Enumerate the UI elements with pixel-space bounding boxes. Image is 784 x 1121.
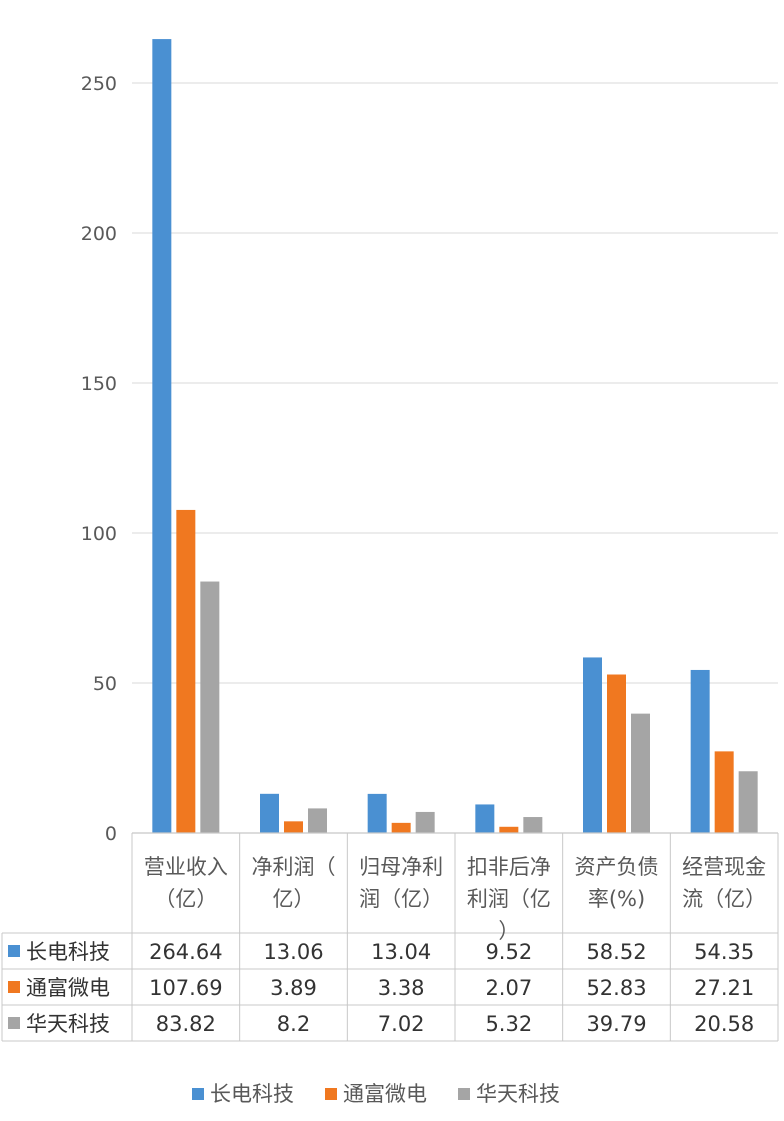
- bar: [607, 674, 626, 833]
- table-cell-value: 3.89: [270, 976, 317, 1000]
- category-label: （亿）: [154, 887, 217, 911]
- legend-swatch: [458, 1088, 470, 1100]
- bar: [523, 817, 543, 833]
- y-tick-label: 50: [93, 673, 117, 695]
- legend-label: 通富微电: [343, 1082, 427, 1106]
- table-cell-value: 9.52: [485, 940, 532, 964]
- table-cell-value: 107.69: [149, 976, 222, 1000]
- legend-label: 长电科技: [210, 1082, 294, 1106]
- bar: [738, 771, 758, 833]
- table-cell-value: 27.21: [694, 976, 754, 1000]
- table-cell-value: 13.04: [371, 940, 431, 964]
- table-cell-value: 20.58: [694, 1012, 754, 1036]
- bar: [583, 657, 602, 833]
- row-series-name: 长电科技: [26, 940, 110, 964]
- table-cell-value: 2.07: [485, 976, 532, 1000]
- bar: [260, 793, 279, 833]
- table-cell-value: 8.2: [277, 1012, 310, 1036]
- table-cell-value: 5.32: [485, 1012, 532, 1036]
- bar: [367, 793, 387, 833]
- category-label: 归母净利: [359, 855, 443, 879]
- table-cell-value: 52.83: [586, 976, 646, 1000]
- bar: [499, 826, 519, 833]
- legend-key: [8, 981, 20, 993]
- y-tick-label: 200: [81, 223, 117, 245]
- category-label: 润（亿）: [359, 887, 443, 911]
- bar: [200, 581, 220, 833]
- bar: [284, 821, 303, 833]
- legend-key: [8, 1017, 20, 1029]
- category-label: 流（亿）: [682, 887, 766, 911]
- table-cell-value: 13.06: [263, 940, 323, 964]
- table-cell-value: 39.79: [586, 1012, 646, 1036]
- table-cell-value: 54.35: [694, 940, 754, 964]
- bar: [152, 39, 172, 833]
- y-tick-label: 250: [81, 73, 117, 95]
- category-label: 资产负债: [575, 855, 659, 879]
- bar: [415, 811, 435, 833]
- bar: [714, 751, 734, 833]
- table-cell-value: 264.64: [149, 940, 222, 964]
- bar: [690, 669, 710, 833]
- category-label: 净利润（: [252, 855, 336, 879]
- y-tick-label: 100: [81, 523, 117, 545]
- category-label: 扣非后净: [467, 855, 551, 879]
- y-tick-label: 150: [81, 373, 117, 395]
- legend-swatch: [192, 1088, 204, 1100]
- category-label: 利润（亿: [467, 887, 551, 911]
- category-label: 经营现金: [682, 855, 766, 879]
- category-label: 亿）: [273, 887, 315, 911]
- row-series-name: 通富微电: [26, 976, 110, 1000]
- legend-label: 华天科技: [476, 1082, 560, 1106]
- row-series-name: 华天科技: [26, 1012, 110, 1036]
- category-label: ）: [498, 919, 519, 943]
- category-label: 率(%): [588, 887, 645, 911]
- bar: [176, 509, 196, 833]
- bar: [308, 808, 327, 833]
- category-label: 营业收入: [144, 855, 228, 879]
- table-cell-value: 3.38: [378, 976, 425, 1000]
- y-tick-label: 0: [105, 823, 117, 845]
- legend-key: [8, 945, 20, 957]
- table-cell-value: 83.82: [156, 1012, 216, 1036]
- bar: [631, 713, 650, 833]
- bar: [475, 804, 495, 833]
- table-cell-value: 58.52: [586, 940, 646, 964]
- table-cell-value: 7.02: [378, 1012, 425, 1036]
- legend-swatch: [325, 1088, 337, 1100]
- bar: [391, 822, 411, 833]
